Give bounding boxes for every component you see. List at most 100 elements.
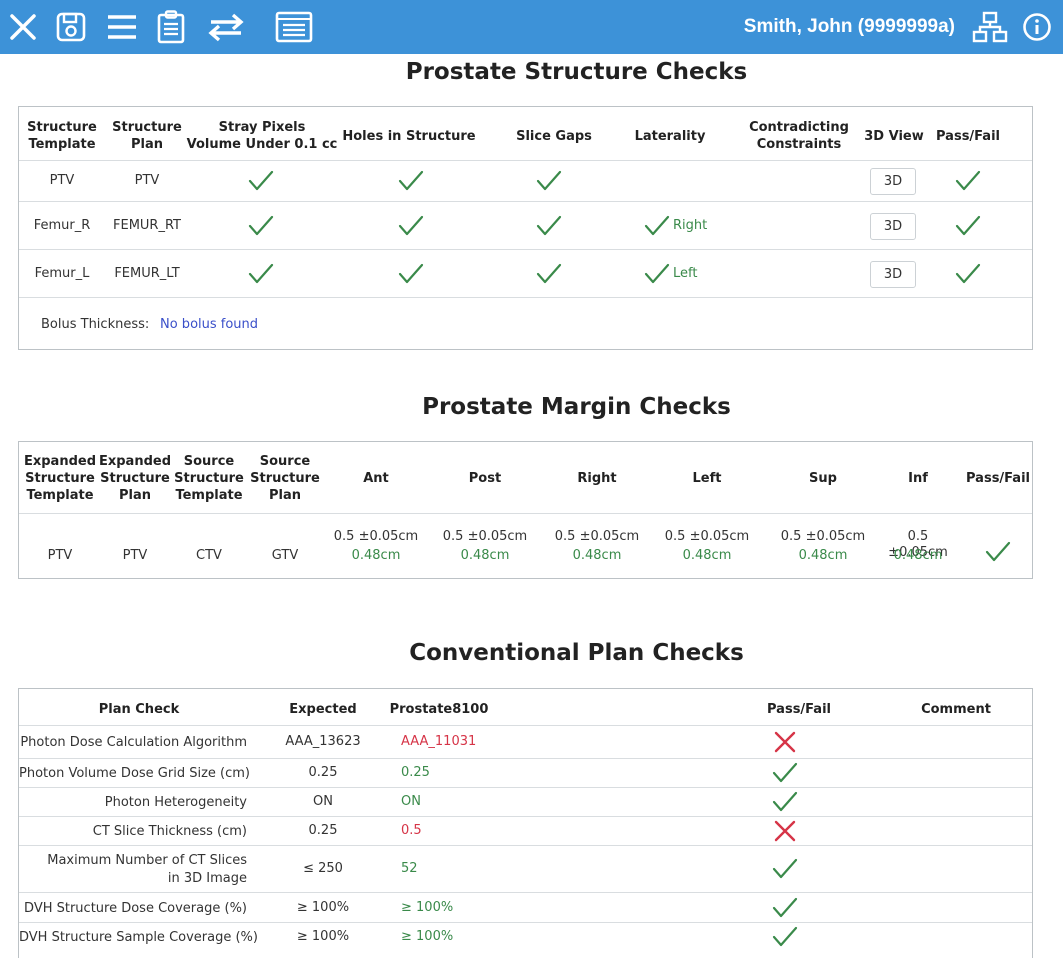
plan-expected-value: ≥ 100% [296, 929, 350, 944]
margin-pass-check-icon [984, 540, 1012, 564]
slice-gaps-check-icon [535, 214, 563, 238]
margin-expected: 0.5 ±0.05cm [554, 529, 640, 544]
plan-check-label: Photon Dose Calculation Algorithm [20, 735, 247, 750]
plan-expected-value: 0.25 [308, 765, 338, 780]
col-header-ant: Ant [363, 470, 389, 486]
col-header-comment: Comment [921, 701, 991, 717]
structure-plan-cell: FEMUR_RT [113, 217, 181, 233]
pass-check-icon [771, 790, 799, 814]
view-3d-button[interactable]: 3D [870, 168, 916, 195]
col-header-plan-pass-fail: Pass/Fail [767, 701, 831, 717]
laterality-value: Right [673, 217, 708, 233]
col-header-inf: Inf [908, 470, 928, 486]
pass-check-icon [771, 925, 799, 949]
list-box-icon[interactable] [274, 8, 314, 46]
structure-checks-title: Prostate Structure Checks [405, 59, 748, 85]
plan-actual-value: AAA_11031 [401, 734, 477, 749]
col-header-left: Left [692, 470, 722, 486]
col-header-slice-gaps: Slice Gaps [516, 128, 592, 144]
col-header-stray-pixels: Stray Pixels Volume Under 0.1 cc [186, 120, 338, 152]
col-header-contradicting-constraints: Contradicting Constraints [749, 120, 849, 152]
plan-checks-panel: Plan Check Expected Prostate8100 Pass/Fa… [18, 688, 1033, 958]
col-header-post: Post [468, 470, 502, 486]
pass-check-icon [954, 214, 982, 238]
plan-checks-title: Conventional Plan Checks [409, 640, 744, 666]
col-header-right: Right [577, 470, 617, 486]
col-header-pass-fail: Pass/Fail [966, 470, 1030, 486]
bolus-thickness-value: No bolus found [160, 317, 259, 332]
plan-expected-value: 0.25 [308, 823, 338, 838]
swap-icon[interactable] [204, 8, 248, 46]
margin-cell: GTV [271, 548, 299, 563]
row-divider [19, 787, 1032, 788]
structure-template-cell: PTV [49, 173, 75, 188]
row-divider [19, 249, 1032, 250]
margin-cell: PTV [122, 548, 148, 563]
col-header-expanded-structure-template: Expanded Structure Template [23, 453, 97, 503]
col-header-expanded-structure-plan: Expanded Structure Plan [98, 453, 172, 503]
margin-actual: 0.48cm [893, 548, 943, 563]
margin-expected: 0.5 ±0.05cm [442, 529, 528, 544]
plan-check-label: Photon Heterogeneity [104, 795, 247, 810]
row-divider [19, 201, 1032, 202]
info-icon[interactable] [1020, 8, 1054, 46]
margin-expected: 0.5 ±0.05cm [664, 529, 750, 544]
pass-check-icon [771, 896, 799, 920]
col-header-plan-name: Prostate8100 [389, 701, 489, 717]
pass-check-icon [771, 857, 799, 881]
network-icon[interactable] [970, 8, 1010, 46]
laterality-check-icon [643, 214, 671, 238]
col-header-3d-view: 3D View [864, 128, 924, 144]
structure-plan-cell: PTV [134, 173, 160, 188]
margin-checks-panel: Expanded Structure Template Expanded Stru… [18, 441, 1033, 579]
col-header-source-structure-template: Source Structure Template [174, 453, 244, 503]
plan-expected-value: AAA_13623 [285, 734, 361, 749]
col-header-holes: Holes in Structure [342, 128, 476, 144]
top-toolbar: Smith, John (9999999a) [0, 0, 1063, 54]
user-name: Smith, John (9999999a) [743, 16, 955, 37]
margin-cell: PTV [47, 548, 73, 563]
view-3d-button[interactable]: 3D [870, 260, 916, 288]
close-icon[interactable] [6, 8, 40, 46]
structure-plan-cell: FEMUR_LT [114, 265, 180, 281]
slice-gaps-check-icon [535, 169, 563, 193]
plan-check-label: Photon Volume Dose Grid Size (cm) [19, 766, 250, 781]
pass-check-icon [954, 169, 982, 193]
holes-check-icon [397, 214, 425, 238]
col-header-pass-fail: Pass/Fail [936, 128, 1000, 144]
plan-actual-value: ≥ 100% [401, 929, 454, 944]
view-3d-button[interactable]: 3D [870, 212, 916, 240]
menu-icon[interactable] [104, 8, 140, 46]
col-header-expected: Expected [289, 701, 357, 717]
margin-checks-title: Prostate Margin Checks [422, 394, 731, 420]
structure-checks-panel: Structure Template Structure Plan Stray … [18, 106, 1033, 350]
stray-pixels-check-icon [247, 169, 275, 193]
plan-check-label: CT Slice Thickness (cm) [92, 824, 247, 839]
save-icon[interactable] [54, 8, 88, 46]
stray-pixels-check-icon [247, 262, 275, 286]
clipboard-icon[interactable] [154, 8, 188, 46]
holes-check-icon [397, 169, 425, 193]
structure-template-cell: Femur_L [34, 265, 90, 281]
holes-check-icon [397, 262, 425, 286]
plan-actual-value: 0.25 [401, 765, 430, 780]
margin-expected: 0.5 ±0.05cm [780, 529, 866, 544]
plan-actual-value: 0.5 [401, 823, 422, 838]
margin-actual: 0.48cm [798, 548, 848, 563]
col-header-plan-check: Plan Check [98, 701, 180, 717]
row-divider [19, 892, 1032, 893]
laterality-check-icon [643, 262, 671, 286]
plan-expected-value: ≥ 100% [296, 899, 350, 915]
col-header-laterality: Laterality [634, 128, 706, 144]
plan-expected-value: ≤ 250 [303, 861, 343, 876]
col-header-structure-template: Structure Template [27, 120, 97, 152]
col-header-sup: Sup [809, 470, 837, 486]
pass-check-icon [771, 761, 799, 785]
margin-cell: CTV [196, 548, 222, 563]
plan-check-label: DVH Structure Sample Coverage (%) [19, 930, 258, 945]
col-header-source-structure-plan: Source Structure Plan [250, 453, 320, 503]
plan-expected-value: ON [313, 794, 333, 809]
row-divider [19, 845, 1032, 846]
bolus-thickness-label: Bolus Thickness: [41, 317, 150, 332]
plan-actual-value: ON [401, 794, 421, 809]
